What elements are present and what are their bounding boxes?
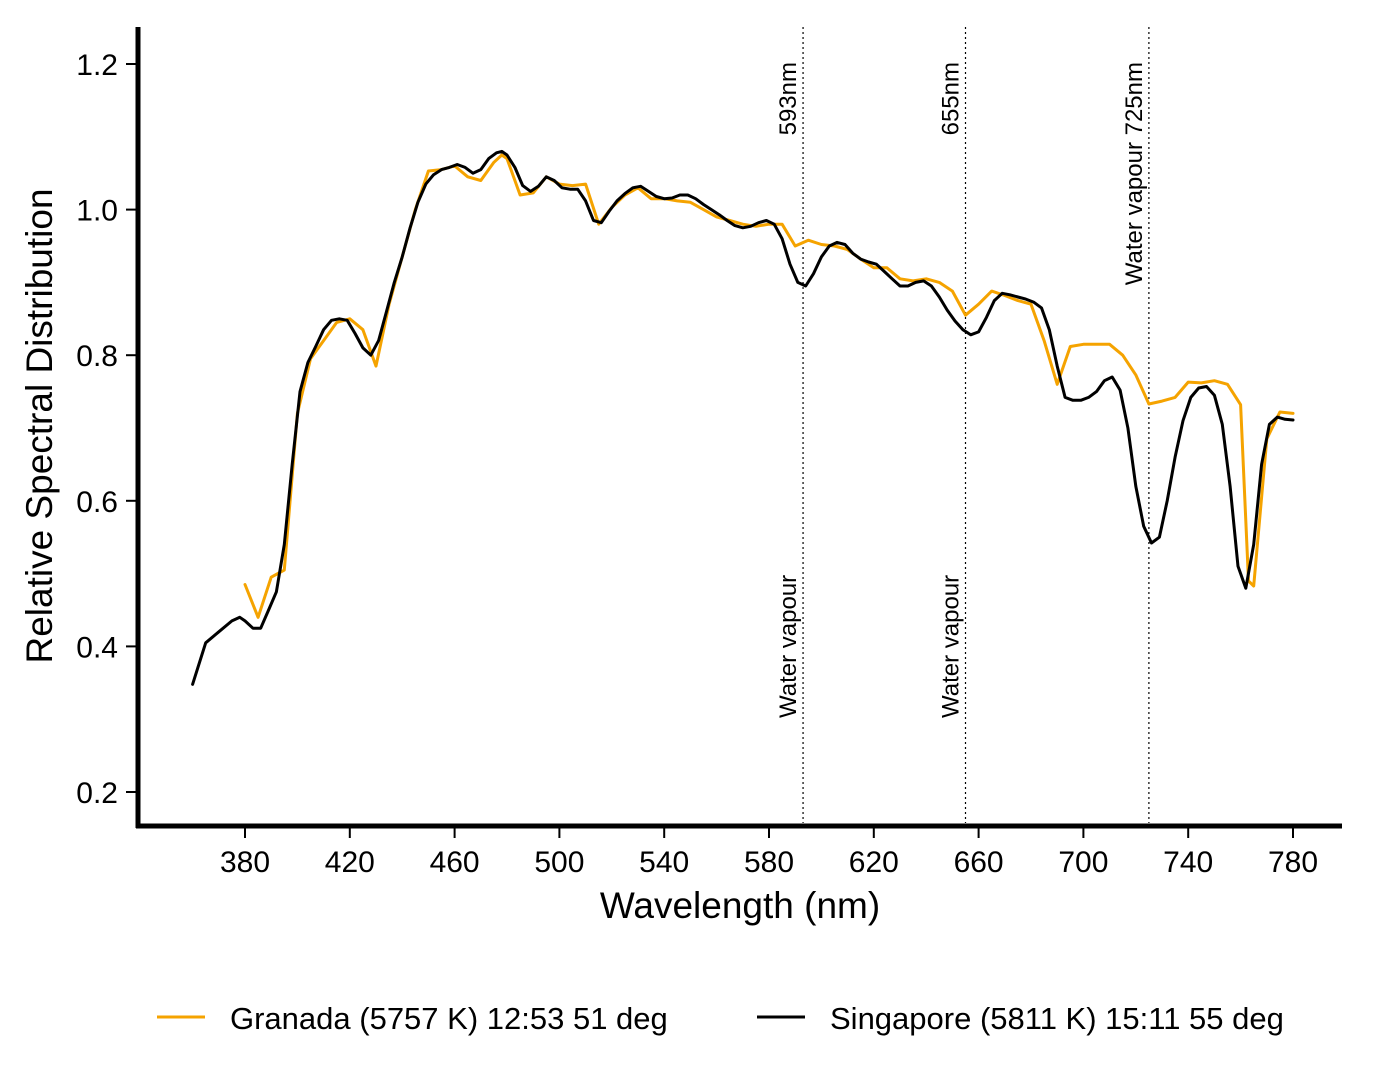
x-tick-label: 460 [430, 846, 480, 879]
x-tick-label: 580 [744, 846, 794, 879]
x-axis-title: Wavelength (nm) [600, 885, 880, 926]
x-tick-label: 420 [325, 846, 375, 879]
annotation-top-label-655: 655nm [938, 62, 965, 135]
y-tick-label: 1.0 [76, 195, 118, 228]
axes [135, 27, 1342, 829]
y-axis-title: Relative Spectral Distribution [19, 188, 60, 663]
legend-label-singapore: Singapore (5811 K) 15:11 55 deg [830, 1001, 1284, 1036]
series-line-granada [243, 153, 1295, 619]
y-tick-label: 0.4 [76, 631, 118, 664]
legend: Granada (5757 K) 12:53 51 deg Singapore … [157, 1001, 1284, 1036]
annotation-top-label-593: 593nm [775, 62, 802, 135]
y-tick-label: 0.8 [76, 340, 118, 373]
y-tick-label: 0.2 [76, 777, 118, 810]
ticks: 380 420 460 500 540 580 620 660 700 740 780 0.2 0.4 0… [76, 49, 1318, 879]
x-tick-label: 700 [1058, 846, 1108, 879]
annotation-bottom-label-655: Water vapour [938, 575, 965, 718]
y-tick-label: 0.6 [76, 486, 118, 519]
x-tick-label: 780 [1268, 846, 1318, 879]
x-tick-label: 380 [220, 846, 270, 879]
annotation-top-label-725: Water vapour 725nm [1121, 62, 1148, 285]
x-tick-label: 660 [954, 846, 1004, 879]
x-tick-label: 540 [639, 846, 689, 879]
x-tick-label: 740 [1163, 846, 1213, 879]
plot-area: 593nm Water vapour 655nm Water vapour Water … [191, 27, 1295, 823]
series-line-singapore [191, 149, 1295, 686]
x-tick-label: 620 [849, 846, 899, 879]
y-tick-label: 1.2 [76, 49, 118, 82]
annotation-bottom-label-593: Water vapour [775, 575, 802, 718]
legend-label-granada: Granada (5757 K) 12:53 51 deg [230, 1001, 668, 1036]
x-tick-label: 500 [534, 846, 584, 879]
